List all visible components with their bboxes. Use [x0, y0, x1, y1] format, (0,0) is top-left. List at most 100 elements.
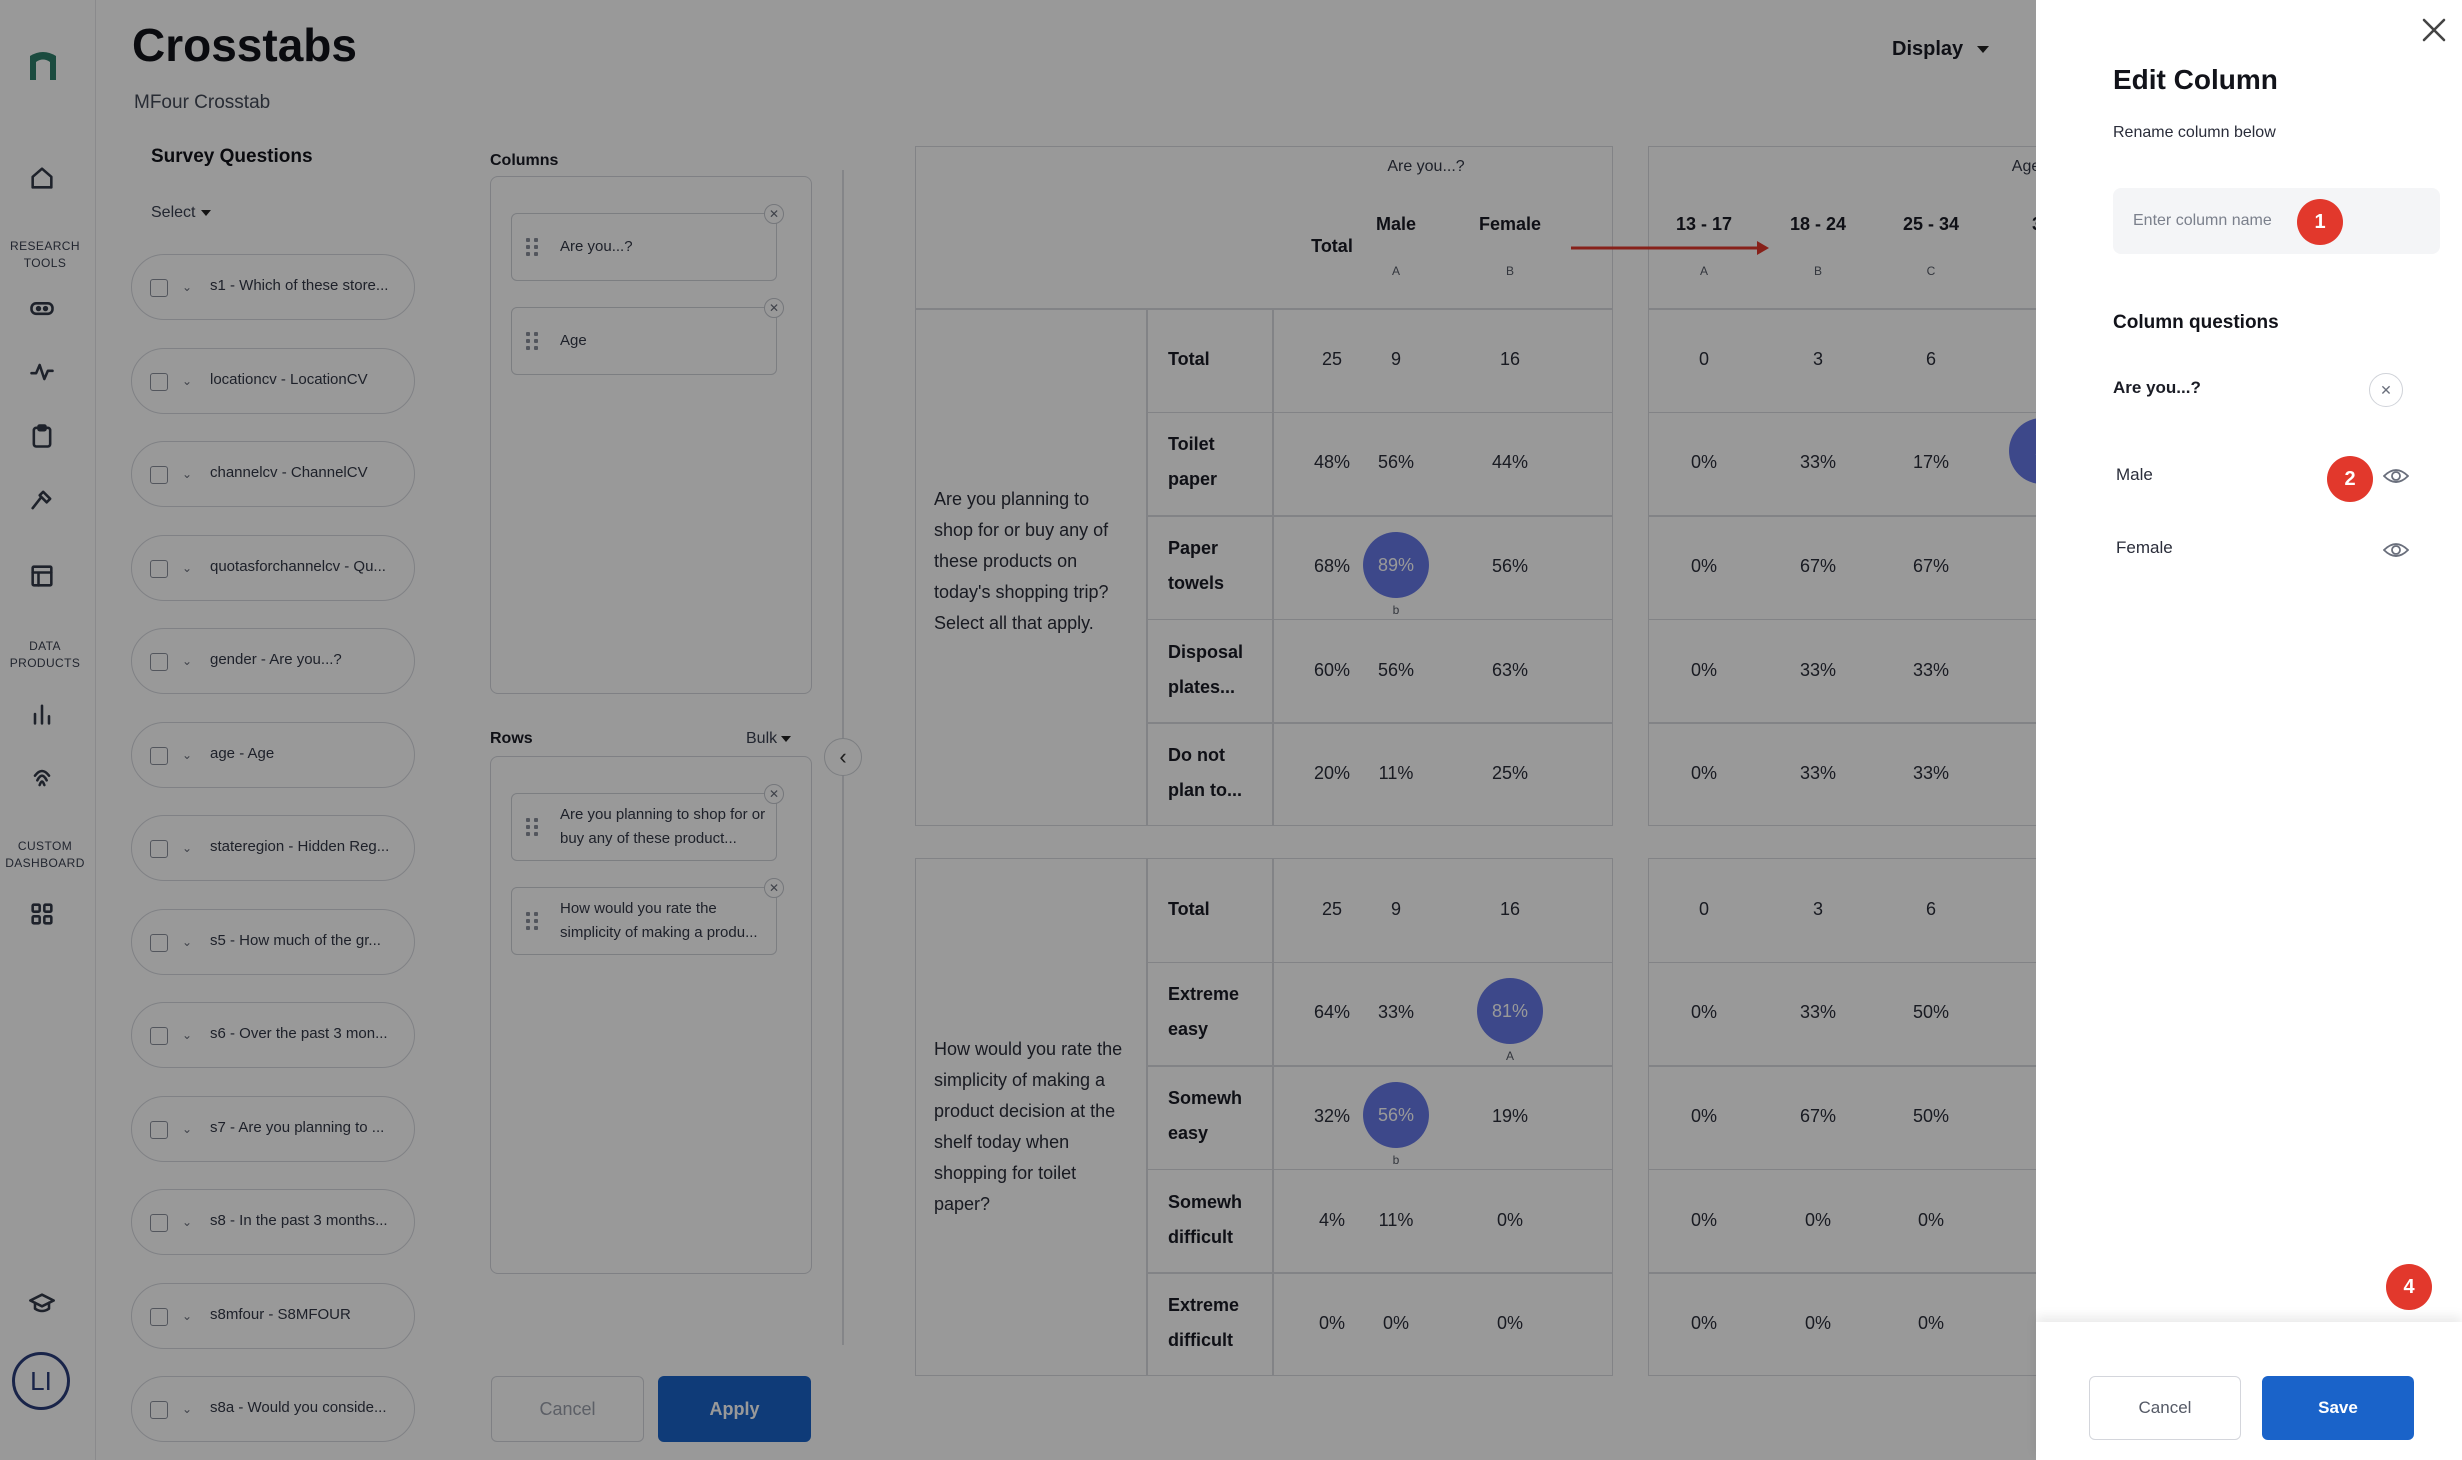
app-logo[interactable] — [28, 50, 58, 82]
save-button[interactable]: Save — [2262, 1376, 2414, 1440]
table-cell: 0% — [1690, 763, 1717, 784]
close-icon[interactable]: ✕ — [764, 298, 784, 318]
checkbox[interactable] — [150, 840, 168, 858]
chevron-down-icon[interactable]: ⌄ — [182, 1308, 193, 1323]
column-header: Female — [1478, 214, 1542, 234]
column-chip[interactable]: Age ✕ — [511, 298, 784, 375]
chevron-down-icon[interactable]: ⌄ — [182, 747, 193, 762]
survey-question-item[interactable]: ⌄ s8a - Would you conside... — [131, 1376, 415, 1442]
clipboard-icon[interactable] — [26, 420, 58, 452]
vr-headset-icon[interactable] — [26, 292, 58, 324]
bulk-dropdown[interactable]: Bulk — [746, 730, 792, 748]
close-icon[interactable]: ✕ — [764, 204, 784, 224]
arrow-annotation — [1571, 241, 1769, 255]
chevron-down-icon[interactable]: ⌄ — [182, 1028, 193, 1042]
significance-bubble: 56% — [1363, 1082, 1429, 1148]
drag-handle-icon[interactable] — [526, 818, 538, 836]
remove-question-button[interactable]: ✕ — [2369, 373, 2403, 407]
checkbox[interactable] — [150, 1307, 168, 1326]
eye-icon[interactable] — [2382, 466, 2410, 486]
columns-label: Columns — [490, 152, 559, 169]
research-tools-label: RESEARCH TOOLS — [10, 239, 80, 270]
chevron-down-icon[interactable]: ⌄ — [182, 654, 193, 668]
checkbox[interactable] — [150, 1027, 168, 1045]
checkbox[interactable] — [150, 933, 168, 952]
chevron-down-icon[interactable]: ⌄ — [182, 1121, 193, 1136]
survey-question-item[interactable]: ⌄ s8mfour - S8MFOUR — [131, 1282, 415, 1349]
chevron-down-icon[interactable]: ⌄ — [182, 373, 193, 388]
survey-question-item[interactable]: ⌄ stateregion - Hidden Reg... — [131, 815, 415, 881]
survey-question-item[interactable]: ⌄ age - Age — [131, 721, 415, 788]
chevron-down-icon[interactable]: ⌄ — [182, 1402, 193, 1416]
column-chip[interactable]: Are you...? ✕ — [511, 204, 784, 281]
checkbox[interactable] — [150, 653, 168, 671]
chevron-down-icon[interactable]: ⌄ — [182, 280, 193, 294]
survey-question-item[interactable]: ⌄ s1 - Which of these store... — [131, 254, 415, 320]
modal-backdrop[interactable] — [0, 0, 2036, 1460]
drag-handle-icon[interactable] — [526, 912, 538, 930]
fingerprint-icon[interactable] — [26, 762, 58, 794]
column-question-item: Female — [2116, 538, 2173, 557]
survey-question-item[interactable]: ⌄ gender - Are you...? — [131, 628, 415, 694]
eye-icon[interactable] — [2382, 540, 2410, 560]
table-cell: 63% — [1491, 659, 1529, 680]
column-letter: C — [1926, 264, 1936, 278]
checkbox[interactable] — [150, 279, 168, 297]
close-drawer-button[interactable] — [2414, 10, 2454, 50]
close-icon[interactable]: ✕ — [764, 878, 784, 898]
chevron-down-icon[interactable]: ⌄ — [182, 467, 193, 481]
row-question-text: How would you rate the simplicity of mak… — [934, 1039, 1123, 1214]
drag-handle-icon[interactable] — [526, 332, 538, 350]
survey-question-item[interactable]: ⌄ s7 - Are you planning to ... — [131, 1095, 415, 1162]
column-name-input[interactable] — [2113, 188, 2440, 254]
step-badge: 2 — [2327, 456, 2373, 502]
table-icon[interactable] — [26, 560, 58, 592]
columns-dropzone[interactable]: Are you...? ✕ Age ✕ — [490, 176, 812, 694]
table-divider — [1648, 515, 2036, 517]
avatar[interactable]: LI — [12, 1352, 70, 1410]
apply-button[interactable]: Apply — [658, 1376, 811, 1442]
chevron-down-icon[interactable]: ⌄ — [182, 1215, 193, 1229]
column-header: Total — [1311, 236, 1353, 256]
hammer-icon[interactable] — [26, 484, 58, 516]
checkbox[interactable] — [150, 1214, 168, 1232]
dashboard-grid-icon[interactable] — [26, 898, 58, 930]
display-dropdown[interactable]: Display — [1892, 38, 1990, 61]
chevron-down-icon[interactable]: ⌄ — [182, 934, 193, 949]
cancel-button[interactable]: Cancel — [491, 1376, 644, 1442]
survey-question-item[interactable]: ⌄ s5 - How much of the gr... — [131, 908, 415, 975]
checkbox[interactable] — [150, 466, 168, 484]
column-header: 25 - 34 — [1902, 214, 1960, 234]
table-cell: 67% — [1799, 1106, 1837, 1126]
close-icon[interactable]: ✕ — [764, 784, 784, 804]
survey-question-item[interactable]: ⌄ quotasforchannelcv - Qu... — [131, 534, 415, 601]
graduation-cap-icon[interactable] — [26, 1288, 58, 1320]
survey-question-item[interactable]: ⌄ s8 - In the past 3 months... — [131, 1189, 415, 1255]
nav-rail: RESEARCH TOOLS DATA PRODUCTS CUSTOM DASH… — [0, 0, 96, 1460]
survey-question-item[interactable]: ⌄ channelcv - ChannelCV — [131, 441, 415, 507]
checkbox[interactable] — [150, 1120, 168, 1139]
drag-handle-icon[interactable] — [526, 238, 538, 256]
survey-question-item[interactable]: ⌄ locationcv - LocationCV — [131, 347, 415, 414]
drawer-cancel-button[interactable]: Cancel — [2089, 1376, 2241, 1440]
table-cell: 0% — [1690, 1209, 1717, 1230]
activity-icon[interactable] — [26, 356, 58, 388]
bar-chart-icon[interactable] — [26, 698, 58, 730]
table-cell: 11% — [1378, 1209, 1414, 1230]
survey-question-item[interactable]: ⌄ s6 - Over the past 3 mon... — [131, 1002, 415, 1068]
home-icon[interactable] — [26, 162, 58, 194]
chevron-down-icon[interactable]: ⌄ — [182, 841, 193, 855]
checkbox[interactable] — [150, 1401, 168, 1419]
table-cell: 6 — [1925, 898, 1936, 919]
checkbox[interactable] — [150, 746, 168, 765]
rows-dropzone[interactable]: Are you planning to shop for or buy any … — [490, 756, 812, 1274]
checkbox[interactable] — [150, 559, 168, 578]
select-dropdown[interactable]: Select — [151, 204, 212, 222]
checkbox[interactable] — [150, 372, 168, 391]
row-chip[interactable]: How would you rate the simplicity of mak… — [511, 878, 784, 955]
collapse-panel-button[interactable]: ‹ — [824, 738, 862, 776]
row-chip[interactable]: Are you planning to shop for or buy any … — [511, 784, 784, 861]
column-chip-label: Are you...? — [560, 238, 633, 255]
table-cell: 0 — [1698, 348, 1709, 369]
chevron-down-icon[interactable]: ⌄ — [182, 560, 193, 575]
